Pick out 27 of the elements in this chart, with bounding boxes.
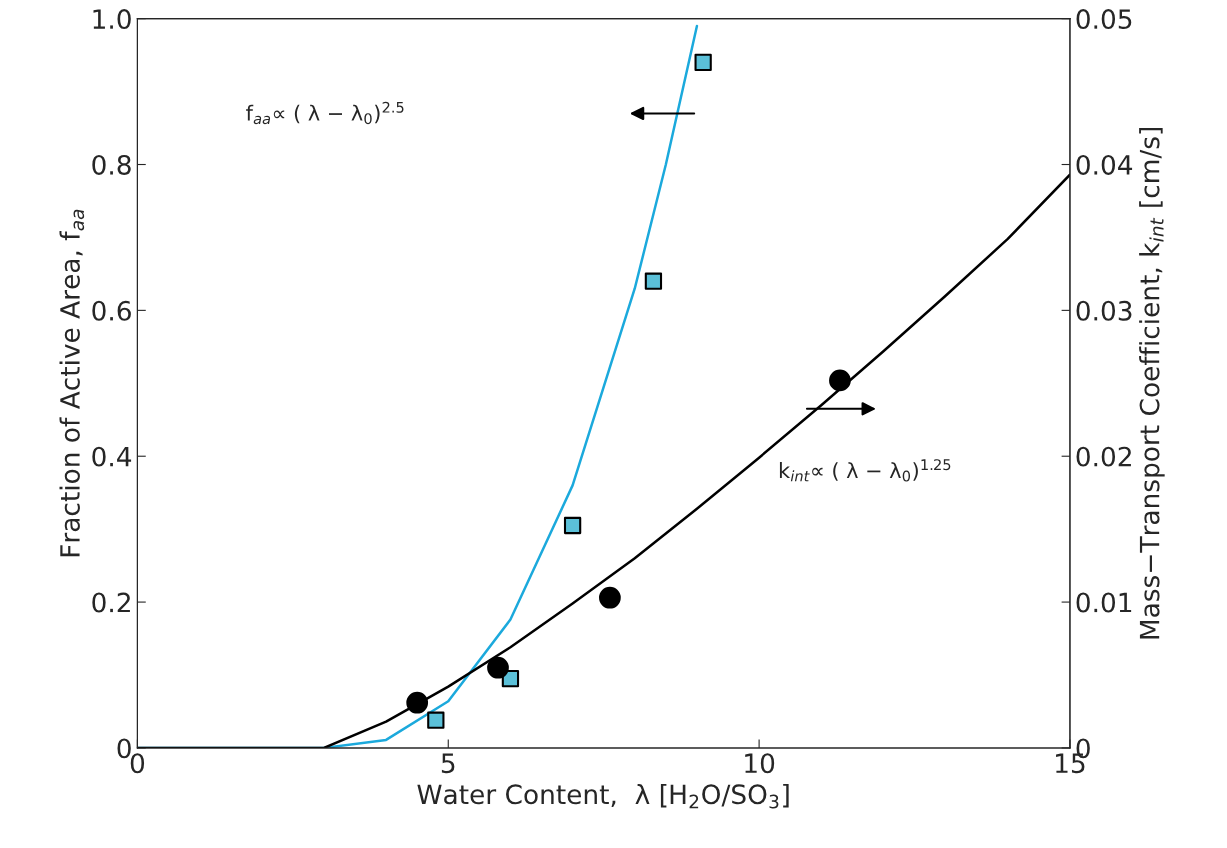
- x-axis-title: Water Content, λ [H$_{2}$O/SO$_{3}$]: [417, 783, 789, 809]
- y2-tick-label: 0.03: [1076, 300, 1132, 321]
- x-tick-label: 0: [130, 753, 145, 774]
- y-tick-label: 0.8: [92, 154, 131, 175]
- point: [563, 516, 582, 535]
- point: [644, 272, 663, 290]
- point: [829, 369, 851, 392]
- y-tick-label: 0.4: [92, 446, 132, 467]
- y-tick-label: 0.2: [92, 592, 130, 613]
- y-tick-label: 0: [117, 738, 131, 759]
- x-tick-label: 5: [441, 753, 455, 774]
- y-axis-title: Fraction of Active Area, f$_{aa}$: [59, 209, 85, 557]
- point: [694, 53, 712, 72]
- x-tick-label: 10: [745, 753, 775, 774]
- y2-tick-label: 0.02: [1076, 446, 1131, 467]
- y-tick-label: 0.6: [92, 300, 131, 321]
- y2-axis-title: Mass−Transport Coefficient, k$_{int}$ [cm/s]: [1139, 127, 1165, 639]
- y2-tick-label: 0.05: [1076, 9, 1132, 30]
- y2-tick-label: 0.01: [1076, 592, 1132, 613]
- y-tick-label: 1.0: [93, 9, 131, 30]
- annotation: f$_{aa}$∝ ( λ − λ$_{0}$)$^{2.5}$: [246, 101, 404, 125]
- point: [599, 586, 621, 609]
- point: [406, 691, 429, 714]
- annotation: k$_{int}$∝ ( λ − λ$_{0}$)$^{1.25}$: [779, 459, 951, 482]
- point: [427, 711, 445, 729]
- point: [487, 656, 509, 679]
- y2-tick-label: 0.04: [1076, 154, 1133, 175]
